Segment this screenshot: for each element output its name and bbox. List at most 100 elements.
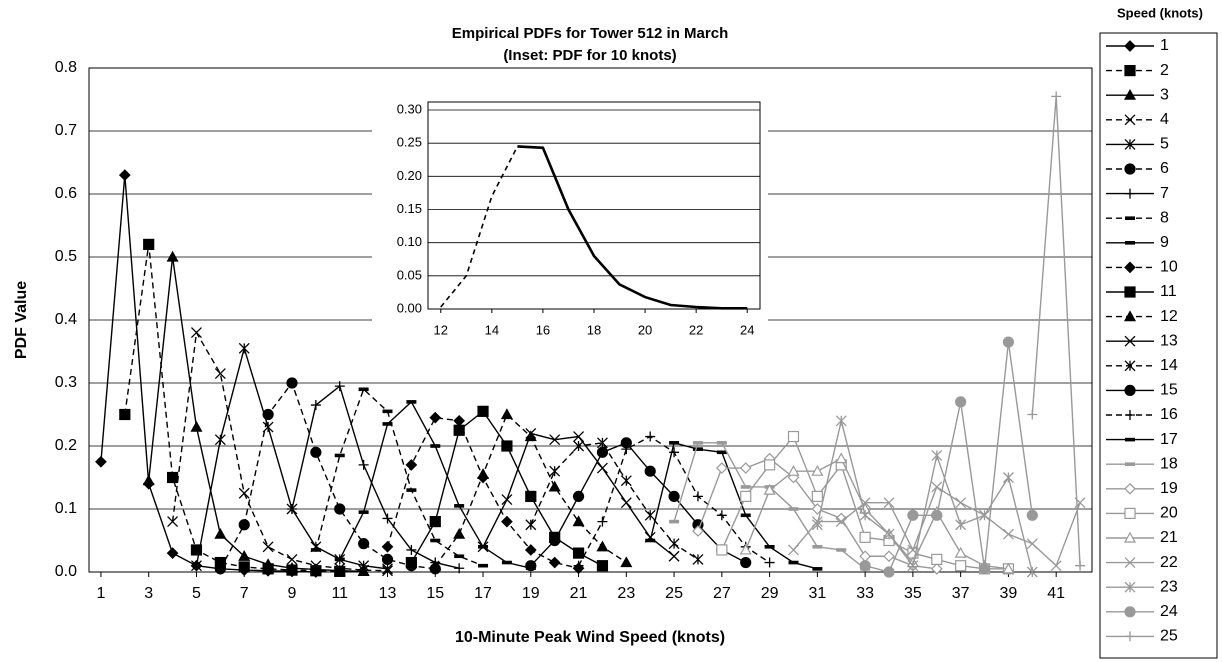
- marker: [764, 459, 776, 471]
- marker: [334, 562, 346, 574]
- marker: [955, 519, 967, 531]
- inset-y-tick-label: 0.15: [397, 201, 422, 216]
- x-tick-label: 21: [570, 585, 588, 602]
- marker: [620, 475, 632, 487]
- marker: [859, 560, 871, 572]
- marker: [955, 396, 967, 408]
- marker: [119, 408, 131, 421]
- series-line: [864, 341, 1033, 573]
- marker: [668, 490, 680, 502]
- x-tick-label: 39: [1000, 585, 1018, 602]
- marker: [811, 464, 824, 476]
- marker: [214, 563, 226, 575]
- marker: [573, 560, 584, 571]
- legend-label: 23: [1160, 578, 1178, 595]
- marker: [429, 559, 442, 571]
- marker: [811, 519, 823, 531]
- marker: [621, 444, 632, 455]
- marker: [572, 547, 585, 559]
- chart-subtitle: (Inset: PDF for 10 knots): [503, 47, 676, 64]
- marker: [596, 437, 608, 449]
- marker: [262, 421, 274, 433]
- marker: [167, 516, 179, 528]
- marker: [692, 491, 703, 502]
- legend-marker: [1124, 64, 1136, 77]
- marker: [430, 538, 441, 543]
- marker: [382, 513, 393, 524]
- x-tick-label: 7: [240, 585, 249, 602]
- marker: [715, 462, 728, 474]
- legend-label: 2: [1160, 62, 1169, 79]
- legend-marker: [1124, 384, 1136, 396]
- marker: [334, 503, 346, 515]
- legend-label: 13: [1160, 332, 1178, 349]
- legend-label: 9: [1160, 234, 1169, 251]
- y-tick-label: 0.5: [55, 248, 77, 265]
- marker: [262, 541, 274, 553]
- inset-x-tick-label: 12: [434, 322, 448, 337]
- legend-marker: [1125, 437, 1135, 442]
- marker: [931, 509, 943, 521]
- legend-marker: [1124, 114, 1136, 126]
- marker: [740, 490, 752, 502]
- marker: [500, 408, 513, 420]
- legend-label: 17: [1160, 431, 1178, 448]
- legend-marker: [1125, 462, 1135, 466]
- legend-label: 7: [1160, 185, 1169, 202]
- legend-marker: [1124, 261, 1136, 274]
- marker: [930, 563, 943, 575]
- series-line: [530, 442, 747, 567]
- inset-y-tick-label: 0.30: [397, 101, 422, 116]
- x-tick-label: 23: [617, 585, 635, 602]
- marker: [453, 424, 465, 436]
- marker: [191, 327, 202, 339]
- legend-marker: [1125, 188, 1135, 199]
- marker: [238, 487, 250, 499]
- marker: [358, 538, 370, 550]
- inset-background: [372, 98, 768, 346]
- marker: [286, 377, 298, 389]
- marker: [978, 563, 991, 575]
- series-line: [745, 457, 1009, 570]
- marker: [334, 453, 345, 458]
- legend-marker: [1124, 482, 1136, 495]
- legend-label: 3: [1160, 86, 1169, 103]
- marker: [645, 538, 656, 543]
- marker: [692, 525, 704, 537]
- marker: [573, 440, 585, 452]
- marker: [477, 468, 490, 479]
- x-tick-label: 19: [522, 585, 540, 602]
- series-line: [100, 175, 316, 573]
- marker: [238, 561, 250, 573]
- marker: [406, 400, 417, 404]
- y-tick-label: 0.8: [55, 59, 77, 76]
- series-line: [649, 441, 818, 570]
- marker: [453, 414, 466, 427]
- inset-x-tick-label: 22: [689, 322, 703, 337]
- marker: [859, 550, 871, 563]
- marker: [740, 485, 751, 489]
- legend-marker: [1125, 216, 1135, 220]
- inset-y-tick-label: 0.00: [397, 300, 422, 315]
- y-tick-label: 0.2: [55, 437, 77, 454]
- marker: [501, 515, 513, 528]
- marker: [669, 519, 680, 524]
- marker: [214, 527, 227, 539]
- y-tick-label: 0.1: [55, 500, 77, 517]
- marker: [382, 409, 393, 414]
- marker: [669, 441, 680, 445]
- y-tick-label: 0.4: [55, 311, 77, 328]
- series-line: [1031, 96, 1081, 566]
- x-tick-label: 41: [1047, 585, 1065, 602]
- marker: [310, 400, 321, 411]
- marker: [883, 566, 895, 578]
- legend-box: [1099, 32, 1218, 659]
- legend-marker: [1124, 286, 1136, 298]
- legend-marker: [1124, 138, 1136, 150]
- marker: [692, 553, 704, 565]
- marker: [716, 441, 727, 445]
- marker: [214, 368, 226, 380]
- legend-label: 25: [1160, 628, 1178, 645]
- x-tick-label: 5: [192, 585, 201, 602]
- marker: [549, 434, 561, 446]
